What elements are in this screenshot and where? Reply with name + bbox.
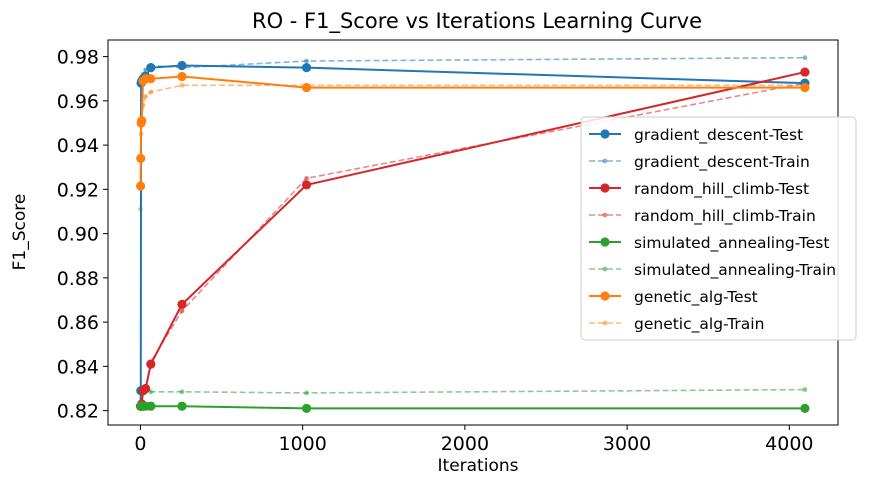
data-point [146,401,156,411]
legend-item: genetic_alg-Train [589,315,764,334]
data-point [179,308,185,314]
y-tick-label: 0.94 [57,135,99,157]
legend-item: gradient_descent-Test [589,126,803,145]
data-point [143,94,149,99]
x-tick-label: 2000 [441,433,489,455]
x-tick-label: 1000 [278,433,326,455]
legend-item: gradient_descent-Train [589,153,810,172]
x-tick-label: 4000 [765,433,813,455]
data-point [304,175,309,181]
legend-frame [580,116,857,341]
legend-label: gradient_descent-Test [634,126,803,145]
y-tick-label: 0.82 [57,401,99,423]
data-point [136,181,146,191]
data-point [146,359,156,369]
legend: gradient_descent-Test gradient_descent-Tr… [580,116,857,341]
x-tick-label: 0 [134,433,146,455]
legend-label: genetic_alg-Train [634,315,764,334]
data-point [304,58,309,64]
y-tick-label: 0.84 [57,356,99,378]
data-point [301,403,312,414]
legend-item: genetic_alg-Test [589,288,758,307]
x-tick-label: 3000 [603,433,651,455]
y-tick-label: 0.90 [57,224,99,246]
legend-swatch-marker [600,183,610,193]
data-point [141,383,151,394]
legend-label: genetic_alg-Test [634,288,758,307]
data-point [136,153,146,163]
legend-label: random_hill_climb-Train [634,207,816,226]
series-genetic-alg-test [136,71,810,191]
series-line [139,56,805,407]
data-point [800,82,810,93]
legend-label: gradient_descent-Train [634,153,810,172]
data-point [179,389,185,395]
legend-item: random_hill_climb-Test [589,180,809,199]
legend-swatch-marker [602,320,608,326]
data-point [137,116,147,126]
data-point [301,180,312,190]
legend-item: random_hill_climb-Train [589,207,816,226]
data-point [146,63,156,73]
legend-item: simulated_annealing-Train [589,261,836,280]
data-point [177,71,187,82]
data-point [146,74,156,84]
legend-label: simulated_annealing-Test [634,234,829,253]
legend-label: simulated_annealing-Train [634,261,836,280]
data-point [802,55,808,61]
legend-label: random_hill_climb-Test [634,180,809,199]
x-axis-ticks: 0 1000 2000 3000 4000 [134,425,814,455]
legend-swatch-marker [602,158,608,164]
data-point [177,401,187,411]
data-point [177,299,187,310]
x-axis-label: Iterations [438,456,519,476]
series-layer [136,55,810,414]
data-point [304,390,309,396]
y-tick-label: 0.92 [57,179,99,201]
data-point [800,67,810,77]
y-axis-ticks: 0.82 0.84 0.86 0.88 0.90 0.92 0.94 0.96 0.98 [57,47,108,423]
legend-swatch-marker [600,237,610,247]
legend-swatch-marker [602,266,608,272]
y-tick-label: 0.96 [57,91,99,113]
legend-swatch-marker [600,291,610,301]
chart-title: RO - F1_Score vs Iterations Learning Cur… [252,9,702,34]
data-point [301,82,312,93]
data-point [148,89,154,95]
legend-swatch-marker [600,129,610,139]
y-tick-label: 0.86 [57,312,99,334]
data-point [800,403,810,414]
data-point [179,82,185,88]
series-simulated-annealing-test [136,401,810,414]
data-point [301,63,312,73]
legend-item: simulated_annealing-Test [589,234,829,253]
y-tick-label: 0.98 [57,47,99,69]
data-point [802,387,808,392]
legend-swatch-marker [602,212,608,218]
y-tick-label: 0.88 [57,268,99,290]
y-axis-label: F1_Score [10,194,30,271]
data-point [177,60,187,71]
